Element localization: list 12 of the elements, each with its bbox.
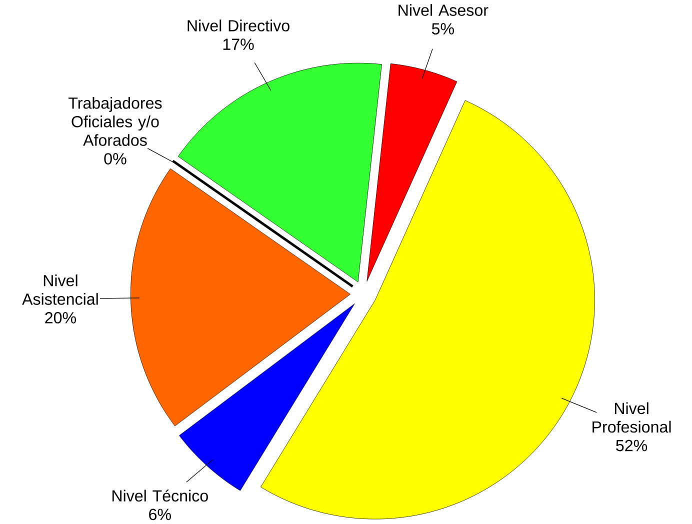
data-label: 20% [45, 312, 76, 324]
data-label: 52% [616, 440, 648, 452]
slice-label: Nivel Profesional [592, 402, 671, 433]
slice-label: Nivel Asesor [398, 4, 488, 16]
slice-label: Nivel Asistencial [22, 274, 98, 305]
category-label: Trabajadores Oficiales y/o Aforados [68, 96, 162, 146]
data-label: 6% [149, 508, 171, 520]
slice-label: Nivel Directivo [188, 19, 290, 32]
text: 0% [104, 152, 126, 164]
slice-label: Nivel Técnico [112, 489, 208, 502]
data-label: 17% [223, 38, 254, 50]
data-label: 5% [432, 23, 454, 34]
